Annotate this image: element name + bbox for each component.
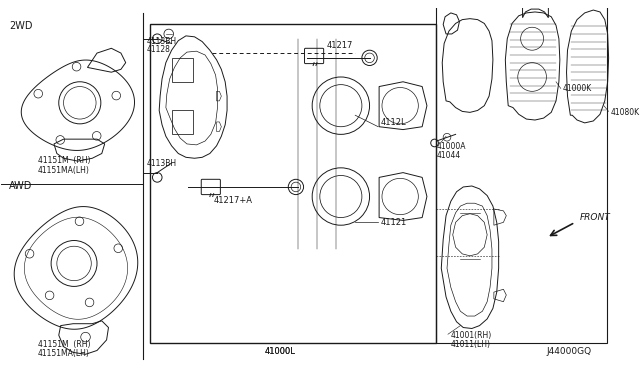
Text: 41128: 41128	[147, 45, 171, 54]
Text: 41000L: 41000L	[264, 347, 295, 356]
Text: 41217: 41217	[326, 41, 353, 50]
Text: 41151M  (RH): 41151M (RH)	[38, 340, 90, 349]
Text: 41121: 41121	[381, 218, 407, 227]
Bar	[150, 25, 436, 343]
Text: 41000K: 41000K	[563, 84, 592, 93]
Text: 41000A: 41000A	[436, 142, 466, 151]
Text: 2WD: 2WD	[9, 21, 33, 31]
Text: 41011(LH): 41011(LH)	[451, 340, 491, 349]
Text: 41151MA(LH): 41151MA(LH)	[38, 349, 90, 358]
Text: 41151M  (RH): 41151M (RH)	[38, 156, 90, 165]
Text: 41217+A: 41217+A	[214, 196, 253, 205]
Text: 41080K: 41080K	[611, 108, 639, 117]
Text: 41151MA(LH): 41151MA(LH)	[38, 166, 90, 174]
Text: 41001(RH): 41001(RH)	[451, 331, 492, 340]
Text: 4113BH: 4113BH	[147, 36, 177, 45]
Text: 41044: 41044	[436, 151, 461, 160]
Text: 4112L: 4112L	[381, 118, 406, 127]
Text: 41000L: 41000L	[264, 347, 295, 356]
Text: 4113BH: 4113BH	[147, 159, 177, 168]
Text: AWD: AWD	[9, 181, 33, 191]
Text: J44000GQ: J44000GQ	[547, 347, 591, 356]
Text: FRONT: FRONT	[580, 214, 611, 222]
Bar	[436, 6, 607, 343]
